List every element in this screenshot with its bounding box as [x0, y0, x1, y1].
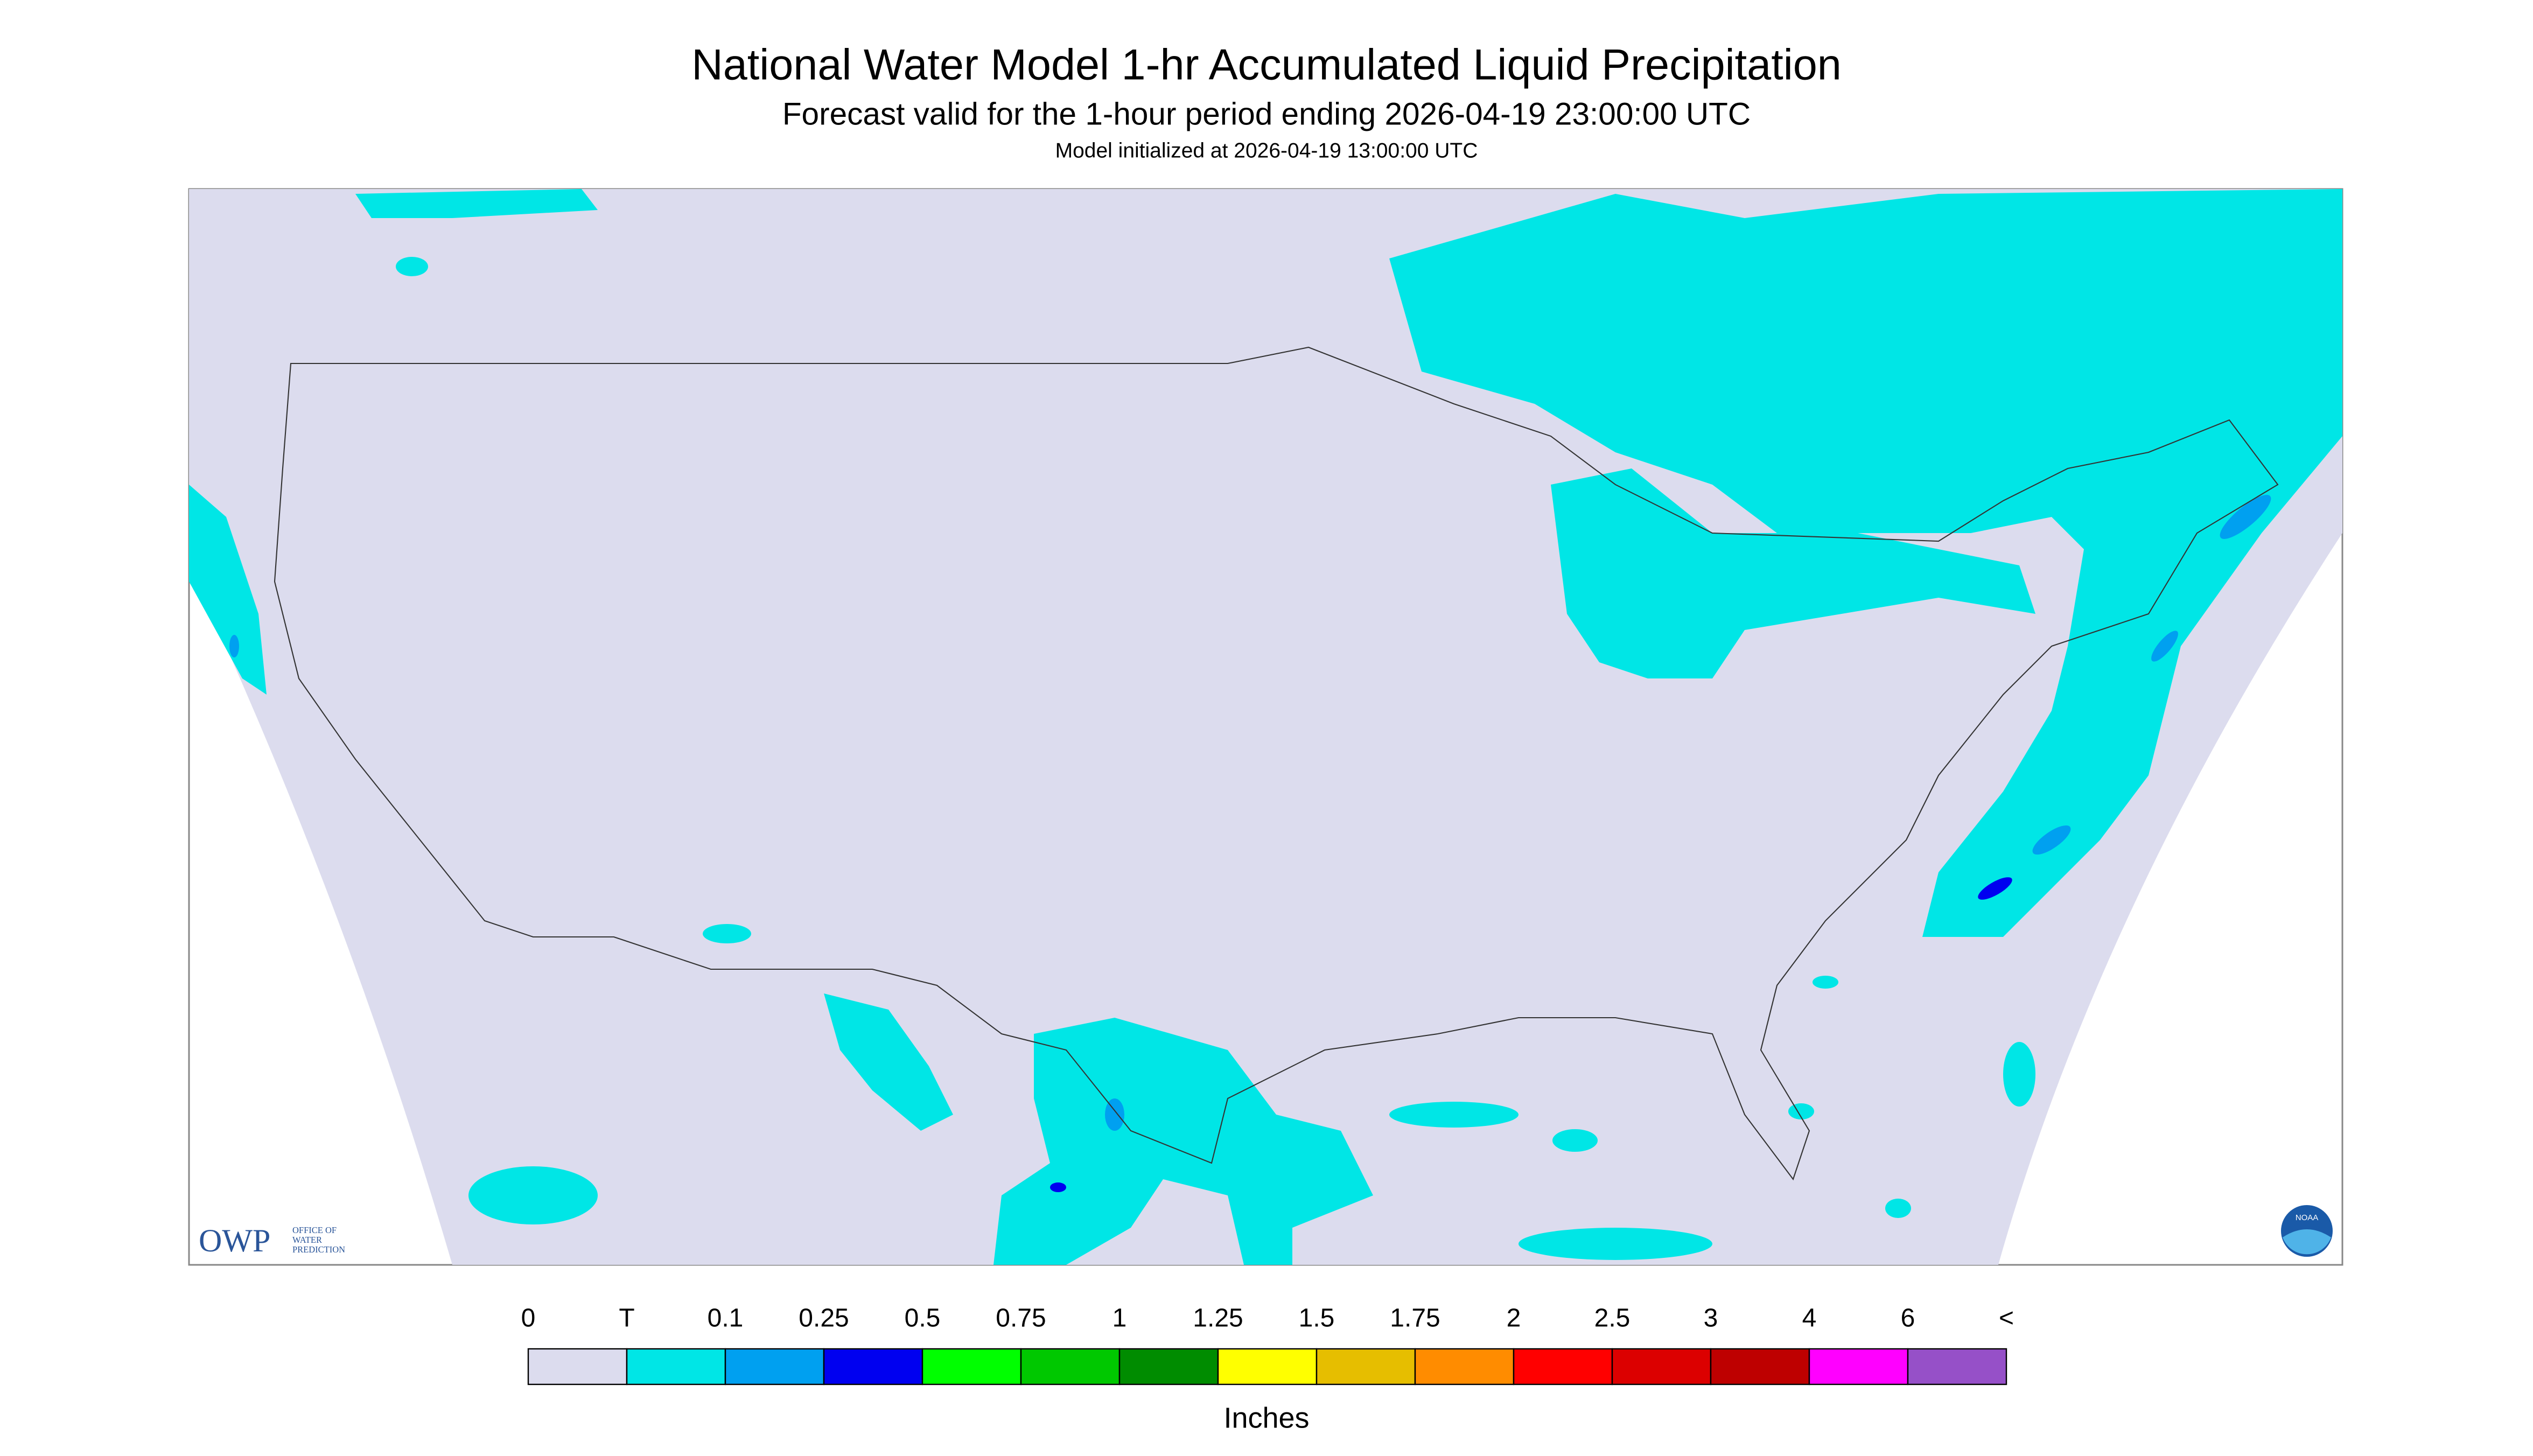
- legend-label: 1.75: [1390, 1304, 1440, 1333]
- us-outline: [274, 346, 2279, 1181]
- legend-swatch: [1513, 1348, 1613, 1385]
- legend-swatch: [1907, 1348, 2007, 1385]
- legend-swatch: [1710, 1348, 1810, 1385]
- init-time: Model initialized at 2026-04-19 13:00:00…: [1055, 139, 1478, 162]
- legend-label: T: [619, 1304, 634, 1333]
- legend-swatch: [1414, 1348, 1515, 1385]
- legend-label: 0.75: [996, 1304, 1046, 1333]
- precip-light: [229, 495, 2271, 1131]
- owp-text: PREDICTION: [292, 1244, 345, 1255]
- legend-label: 2.5: [1594, 1304, 1631, 1333]
- legend-label: 0: [521, 1304, 536, 1333]
- owp-logo: OWP: [199, 1223, 270, 1258]
- precip-moderate: [1050, 877, 2012, 1193]
- legend-swatch: [626, 1348, 726, 1385]
- owp-text: OFFICE OF: [292, 1225, 337, 1235]
- legend-swatch: [1611, 1348, 1712, 1385]
- legend-label: 0.1: [708, 1304, 744, 1333]
- legend-label: 4: [1802, 1304, 1817, 1333]
- legend-swatch: [527, 1348, 628, 1385]
- subtitle: Forecast valid for the 1-hour period end…: [782, 96, 1751, 131]
- legend-swatch: [1020, 1348, 1121, 1385]
- owp-text: WATER: [292, 1235, 322, 1245]
- noaa-text: NOAA: [2296, 1213, 2319, 1222]
- title: National Water Model 1-hr Accumulated Li…: [691, 40, 1842, 89]
- legend-swatch: [1316, 1348, 1416, 1385]
- legend-swatch: [921, 1348, 1022, 1385]
- legend-swatch: [1217, 1348, 1318, 1385]
- legend: 0 T 0.1 0.25 0.5 0.75 1 1.25 1.5 1.75 2 2.5 3 4 6 <: [521, 1304, 2014, 1385]
- legend-swatch: [823, 1348, 923, 1385]
- legend-label: 1.5: [1299, 1304, 1335, 1333]
- legend-label: 0.5: [905, 1304, 941, 1333]
- legend-label: 6: [1901, 1304, 1915, 1333]
- legend-label: 2: [1507, 1304, 1521, 1333]
- legend-label: 1: [1112, 1304, 1127, 1333]
- legend-label: 3: [1704, 1304, 1718, 1333]
- legend-swatch: [1808, 1348, 1909, 1385]
- legend-swatch: [1118, 1348, 1219, 1385]
- legend-label: 1.25: [1193, 1304, 1243, 1333]
- map: OWP OFFICE OF WATER PREDICTION NOAA: [188, 188, 2343, 1266]
- legend-label: <: [1999, 1304, 2014, 1333]
- legend-label: 0.25: [799, 1304, 849, 1333]
- precip-trace: [189, 189, 2342, 1265]
- legend-swatch: [724, 1348, 825, 1385]
- legend-unit: Inches: [1223, 1402, 1309, 1434]
- noaa-wave: [2283, 1229, 2331, 1255]
